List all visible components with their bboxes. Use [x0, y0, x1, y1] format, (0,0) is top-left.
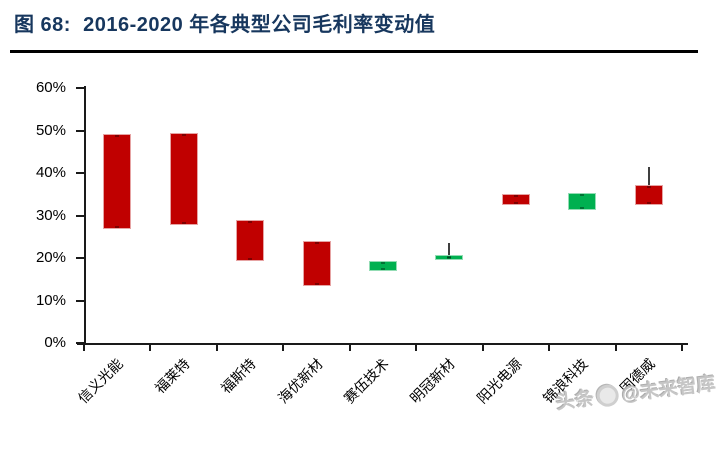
x-axis-tick — [282, 345, 285, 351]
y-axis-tick — [76, 172, 84, 174]
y-axis-tick-label: 0% — [44, 334, 66, 351]
y-axis-tick — [76, 257, 84, 259]
y-axis-tick-label: 10% — [35, 291, 66, 309]
open-close-notch-bottom — [248, 257, 253, 260]
open-close-notch-top — [314, 242, 319, 245]
open-close-notch-bottom — [115, 226, 120, 229]
open-close-notch-top — [381, 261, 385, 264]
x-axis-tick — [548, 345, 551, 351]
x-axis-tick — [215, 345, 218, 351]
x-axis-tick — [348, 345, 351, 351]
y-axis-tick-label: 40% — [35, 164, 66, 181]
figure-title: 图 68: 2016-2020 年各典型公司毛利率变动值 — [14, 14, 436, 36]
y-axis-line — [84, 86, 86, 345]
y-axis-tick — [76, 214, 84, 217]
x-axis-tick — [481, 345, 484, 351]
open-close-notch-bottom — [447, 256, 452, 259]
y-axis-tick — [76, 87, 84, 89]
open-close-notch-top — [646, 186, 651, 189]
x-axis-tick — [681, 345, 683, 351]
candle-body — [369, 260, 397, 272]
candle-body — [435, 254, 464, 260]
open-close-notch-top — [181, 134, 186, 137]
candle-body — [302, 241, 331, 287]
open-close-notch-bottom — [314, 283, 319, 286]
open-close-notch-top — [115, 134, 120, 137]
candle-body — [634, 185, 663, 206]
x-axis-tick — [149, 345, 152, 351]
candle-wick — [448, 243, 451, 255]
figure: 图 68: 2016-2020 年各典型公司毛利率变动值 60% 50% 40% 30… — [10, 14, 717, 414]
x-axis-tick — [415, 345, 418, 351]
open-close-notch-bottom — [181, 221, 186, 224]
candle-wick — [647, 167, 650, 186]
candle-body — [236, 220, 265, 261]
open-close-notch-top — [248, 221, 253, 224]
open-close-notch-top — [580, 193, 585, 196]
y-axis-tick-label: 60% — [35, 79, 66, 96]
x-axis-tick — [83, 345, 85, 351]
gross-margin-change-chart: 60% 50% 40% 30% 20% 10% 0% 信义光能 福莱特 福斯特 海优新材 赛伍技术 明冠… — [35, 79, 688, 407]
y-axis-tick-label: 30% — [35, 206, 66, 224]
open-close-notch-bottom — [381, 268, 385, 271]
candle-body — [568, 192, 597, 210]
open-close-notch-bottom — [646, 202, 651, 205]
y-axis-tick-label: 50% — [35, 121, 66, 139]
open-close-notch-top — [447, 255, 452, 258]
open-close-notch-bottom — [580, 206, 585, 209]
open-close-notch-bottom — [513, 202, 518, 205]
y-axis-tick — [76, 299, 84, 302]
open-close-notch-top — [513, 194, 518, 197]
x-axis-tick — [614, 345, 617, 351]
y-axis-tick — [76, 342, 84, 344]
y-axis-tick-label: 20% — [35, 249, 66, 266]
title-divider — [10, 50, 698, 53]
candle-body — [103, 133, 132, 230]
candle-body — [169, 133, 198, 225]
x-axis-line — [77, 343, 688, 345]
y-axis-tick — [76, 129, 84, 132]
candle-body — [501, 193, 530, 206]
